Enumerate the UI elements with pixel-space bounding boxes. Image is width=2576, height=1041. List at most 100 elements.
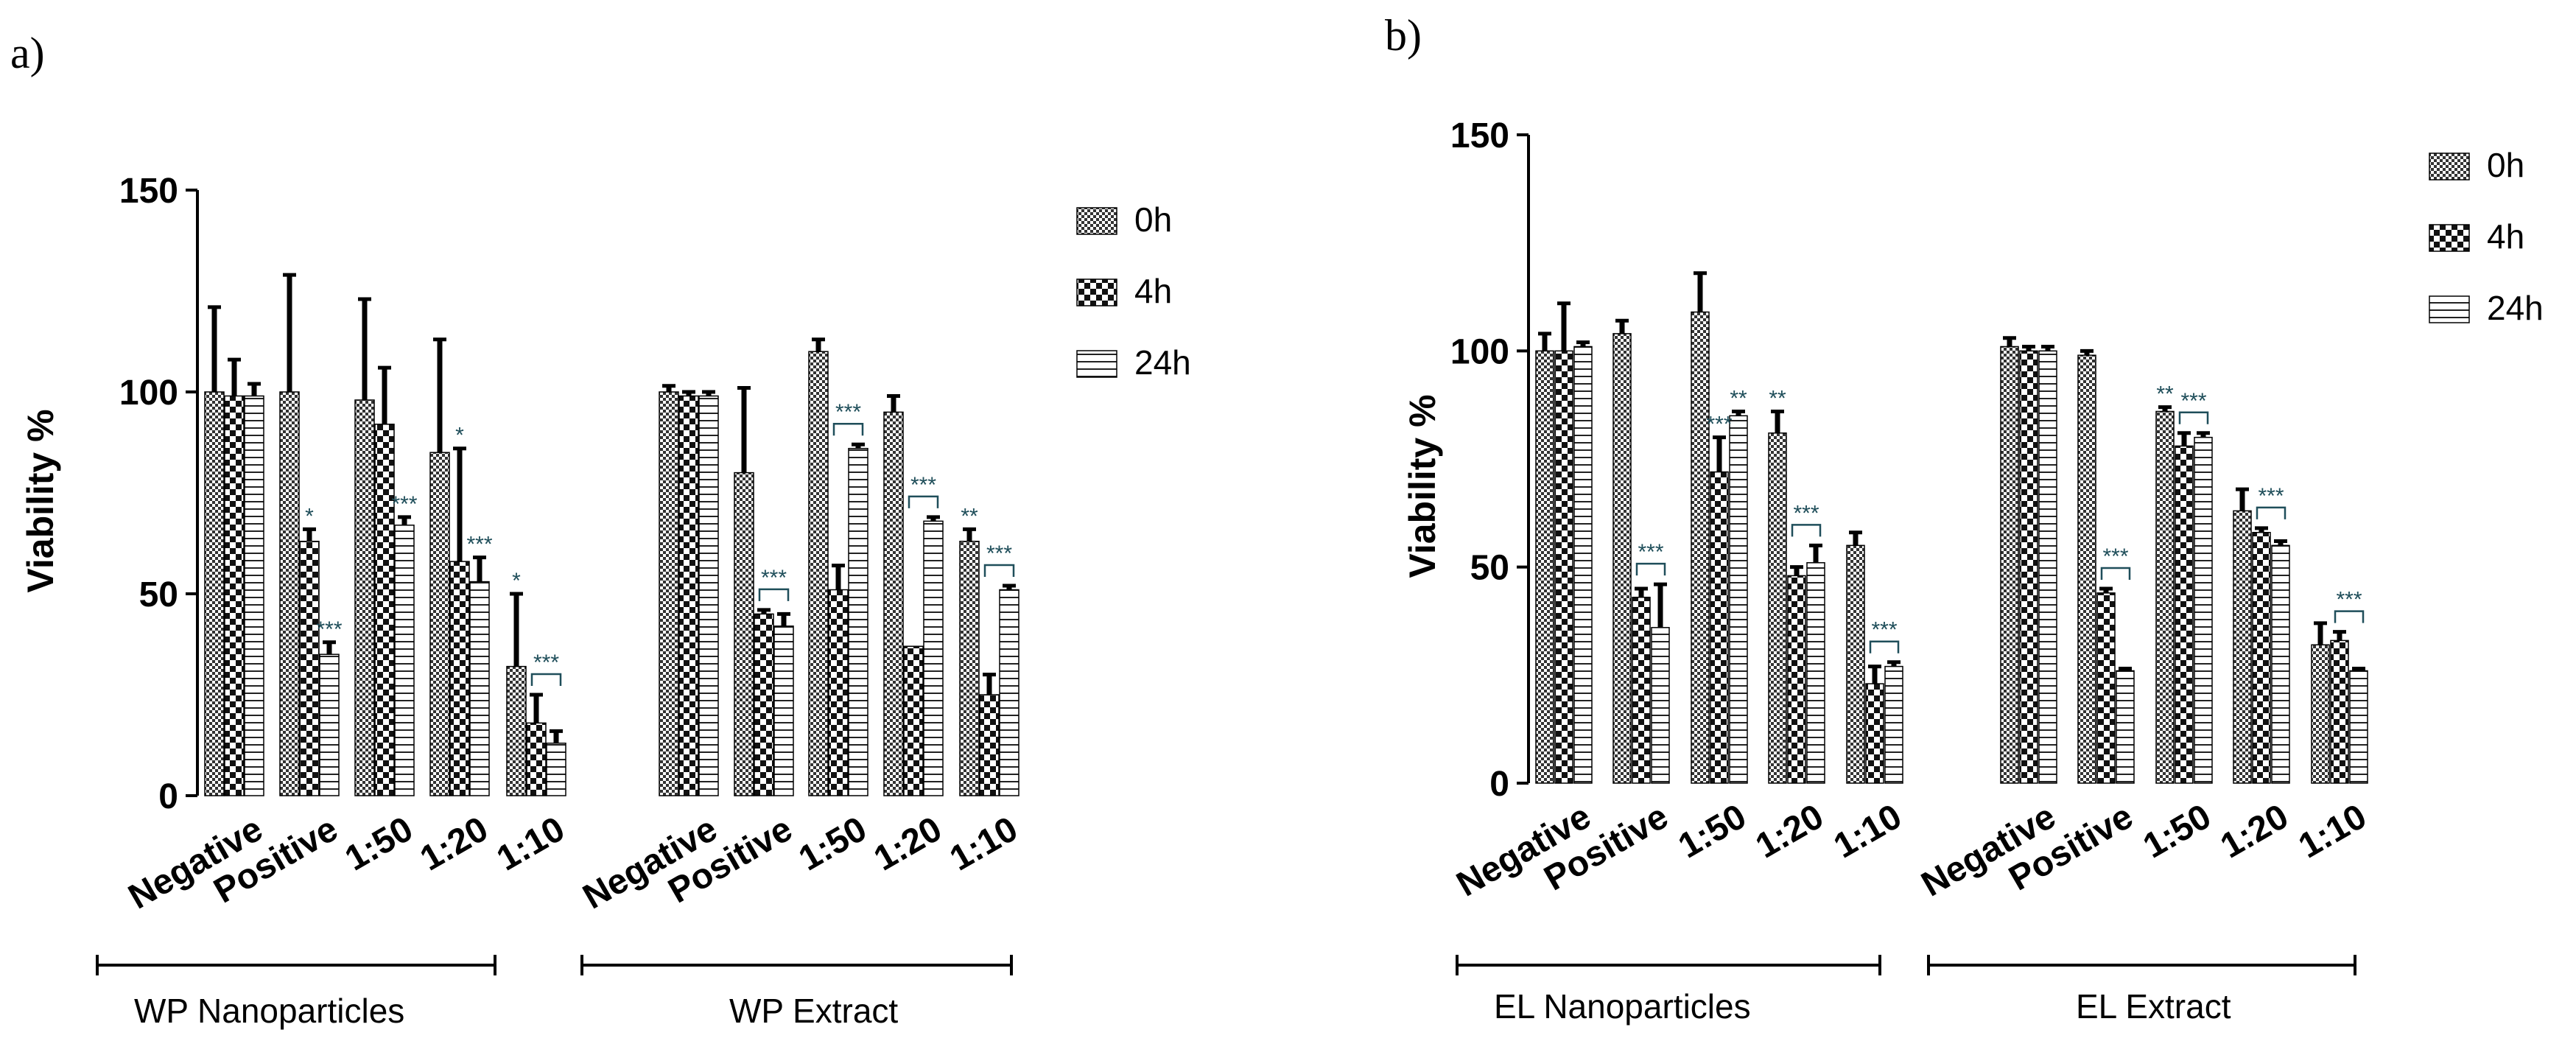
bar bbox=[526, 722, 547, 796]
bar bbox=[678, 395, 699, 796]
significance-marker: *** bbox=[761, 566, 787, 590]
significance-bracket bbox=[2334, 610, 2365, 623]
bar bbox=[429, 452, 450, 796]
x-category-label: 1:50 bbox=[793, 810, 874, 879]
significance-bracket bbox=[908, 495, 939, 508]
significance-bracket bbox=[1869, 640, 1900, 653]
significance-bracket bbox=[758, 588, 790, 601]
bar bbox=[773, 625, 794, 796]
y-tick-label: 150 bbox=[119, 172, 178, 211]
bar bbox=[2116, 670, 2135, 784]
bar bbox=[923, 520, 944, 796]
group-label: WP Nanoparticles bbox=[134, 992, 404, 1030]
bar bbox=[979, 694, 1000, 796]
legend-swatch bbox=[2429, 153, 2470, 180]
significance-marker: *** bbox=[1638, 540, 1663, 564]
significance-bracket bbox=[2178, 411, 2209, 424]
significance-marker: ** bbox=[1730, 386, 1747, 410]
bar bbox=[883, 411, 904, 796]
y-axis-label: Viability % bbox=[1402, 394, 1443, 578]
bar bbox=[2175, 445, 2194, 784]
bar bbox=[354, 399, 375, 796]
bar bbox=[319, 653, 340, 796]
bar bbox=[2271, 544, 2290, 784]
bar bbox=[1710, 471, 1729, 784]
legend-swatch bbox=[1076, 207, 1117, 235]
bar bbox=[828, 589, 849, 796]
bar bbox=[1729, 415, 1748, 784]
y-tick-label: 50 bbox=[139, 575, 178, 614]
legend-swatch bbox=[1076, 278, 1117, 306]
bar bbox=[2019, 350, 2038, 784]
y-tick-label: 100 bbox=[119, 374, 178, 413]
y-axis-label: Viability % bbox=[20, 409, 61, 592]
legend-label: 0h bbox=[1134, 200, 1172, 239]
bar bbox=[279, 391, 300, 796]
legend-label: 0h bbox=[2487, 146, 2524, 184]
bar bbox=[2077, 354, 2096, 784]
legend-swatch bbox=[1076, 350, 1117, 378]
y-tick-label: 150 bbox=[1450, 116, 1509, 155]
x-category-label: 1:20 bbox=[2214, 797, 2295, 866]
bar bbox=[734, 472, 754, 796]
bar bbox=[1787, 575, 1806, 784]
bar bbox=[2233, 510, 2252, 784]
bar bbox=[1884, 665, 1903, 784]
bar bbox=[754, 613, 774, 796]
y-tick-label: 0 bbox=[1489, 765, 1509, 804]
bar bbox=[659, 391, 679, 796]
bar bbox=[374, 424, 395, 796]
significance-marker: *** bbox=[466, 533, 492, 557]
significance-marker: *** bbox=[1871, 618, 1897, 642]
bar bbox=[2330, 639, 2349, 784]
significance-marker: *** bbox=[1793, 501, 1819, 525]
significance-marker: *** bbox=[316, 617, 342, 642]
x-category-label: 1:20 bbox=[868, 810, 949, 879]
legend-swatch bbox=[2429, 224, 2470, 252]
bar bbox=[1554, 350, 1573, 784]
bar bbox=[959, 541, 980, 796]
bar bbox=[1573, 346, 1593, 784]
x-category-label: 1:50 bbox=[339, 810, 420, 879]
significance-marker: *** bbox=[910, 473, 936, 497]
bar bbox=[903, 645, 924, 796]
bar bbox=[469, 581, 490, 796]
legend-label: 4h bbox=[1134, 272, 1172, 310]
significance-bracket bbox=[983, 564, 1015, 578]
significance-marker: * bbox=[512, 569, 521, 593]
bar bbox=[506, 665, 527, 796]
legend-swatch bbox=[2429, 295, 2470, 323]
bar bbox=[224, 395, 245, 796]
x-category-label: 1:10 bbox=[2292, 797, 2373, 866]
significance-marker: *** bbox=[986, 541, 1012, 566]
bar bbox=[2096, 592, 2116, 784]
bar bbox=[808, 351, 829, 796]
bar bbox=[394, 525, 415, 796]
bar bbox=[698, 395, 719, 796]
significance-bracket bbox=[1791, 524, 1822, 537]
significance-marker: * bbox=[305, 504, 314, 528]
y-tick-label: 100 bbox=[1450, 332, 1509, 371]
panel-letter: b) bbox=[1385, 11, 1422, 60]
x-category-label: 1:20 bbox=[414, 810, 495, 879]
significance-bracket bbox=[2100, 567, 2131, 580]
legend-label: 24h bbox=[1134, 343, 1191, 382]
bar bbox=[999, 589, 1019, 796]
legend-label: 24h bbox=[2487, 289, 2544, 327]
y-tick-label: 50 bbox=[1470, 549, 1509, 588]
significance-marker: ** bbox=[1769, 386, 1786, 410]
bar bbox=[1612, 333, 1632, 784]
bar bbox=[1632, 596, 1651, 784]
bar bbox=[244, 395, 264, 796]
significance-marker: ** bbox=[2156, 382, 2174, 407]
significance-marker: ** bbox=[961, 504, 978, 528]
significance-marker: *** bbox=[2102, 544, 2128, 569]
x-category-label: 1:20 bbox=[1749, 797, 1831, 866]
significance-marker: *** bbox=[835, 400, 861, 424]
bar bbox=[2194, 436, 2213, 784]
group-label: WP Extract bbox=[729, 992, 898, 1030]
x-category-label: 1:10 bbox=[491, 810, 572, 879]
